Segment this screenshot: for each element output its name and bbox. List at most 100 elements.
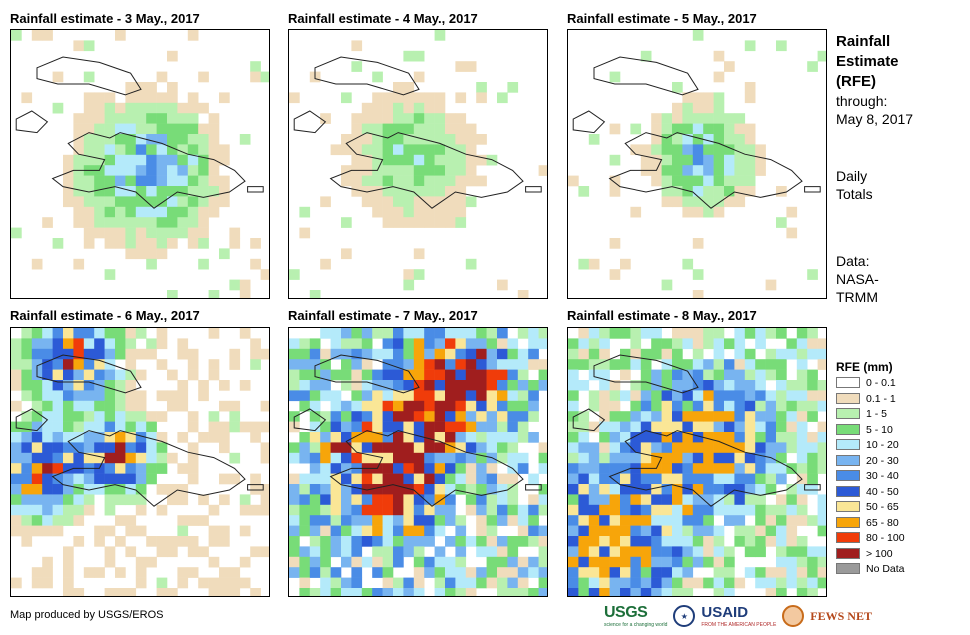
rainfall-cell (289, 525, 300, 537)
rainfall-cell (94, 206, 105, 218)
rainfall-cell (361, 338, 373, 350)
rainfall-cell (786, 206, 798, 218)
rainfall-cell (361, 102, 373, 114)
rainfall-cell (703, 338, 714, 350)
rainfall-cell (682, 442, 694, 454)
rainfall-cell (413, 154, 425, 166)
rainfall-cell (73, 504, 85, 516)
rainfall-cell (63, 369, 74, 381)
rainfall-cell (434, 577, 446, 589)
rainfall-cell (661, 369, 673, 381)
rainfall-cell (568, 504, 579, 516)
rainfall-cell (167, 186, 178, 197)
rainfall-cell (588, 442, 600, 454)
rainfall-cell (640, 567, 652, 578)
rainfall-cell (776, 442, 787, 454)
rainfall-cell (73, 515, 85, 526)
rainfall-cell (135, 556, 147, 568)
rainfall-cell (135, 206, 147, 218)
legend-label: 0.1 - 1 (866, 392, 896, 405)
rainfall-cell (208, 369, 220, 381)
rainfall-cell (413, 452, 425, 464)
rainfall-cell (434, 196, 446, 208)
rainfall-cell (351, 154, 363, 166)
rainfall-cell (713, 473, 725, 485)
rainfall-cell (734, 348, 746, 360)
rainfall-cell (568, 536, 579, 547)
rainfall-cell (393, 113, 404, 124)
rainfall-cell (455, 154, 467, 166)
rainfall-cell (796, 338, 808, 350)
rainfall-cell (146, 348, 157, 360)
rainfall-cell (445, 123, 456, 135)
rainfall-cell (651, 390, 662, 402)
rainfall-cell (424, 102, 435, 114)
rainfall-cell (361, 348, 373, 360)
rainfall-cell (31, 348, 43, 360)
rainfall-cell (146, 432, 157, 443)
rainfall-cell (455, 196, 467, 208)
rainfall-cell (351, 338, 363, 350)
rainfall-cell (393, 556, 404, 568)
rainfall-cell (455, 546, 467, 558)
rainfall-cell (620, 442, 631, 454)
rainfall-cell (755, 515, 766, 526)
rainfall-cell (424, 175, 435, 187)
rainfall-cell (372, 473, 383, 485)
coastline (15, 408, 49, 432)
rainfall-cell (651, 494, 662, 506)
rainfall-cell (661, 123, 673, 135)
rainfall-cell (115, 400, 126, 412)
legend-label: 30 - 40 (866, 470, 899, 482)
rainfall-cell (538, 463, 547, 474)
rainfall-cell (341, 536, 352, 547)
rainfall-cell (187, 123, 199, 135)
data-source-line1: NASA- (836, 271, 879, 287)
rainfall-cell (672, 196, 683, 208)
rainfall-cell (83, 134, 95, 145)
rainfall-cell (135, 165, 147, 176)
rainfall-cell (52, 452, 64, 464)
rainfall-cell (330, 400, 342, 412)
rainfall-cell (455, 536, 467, 547)
rainfall-cell (724, 196, 735, 208)
rainfall-cell (413, 50, 425, 62)
rainfall-cell (465, 473, 477, 485)
rainfall-cell (765, 421, 777, 433)
rainfall-cell (403, 92, 415, 104)
rainfall-cell (31, 577, 43, 589)
rainfall-cell (156, 390, 168, 402)
rainfall-cell (796, 546, 808, 558)
rainfall-cell (465, 494, 477, 506)
rainfall-cell (497, 348, 508, 360)
rainfall-cell (73, 421, 85, 433)
rainfall-cell (465, 421, 477, 433)
rainfall-cell (672, 123, 683, 135)
rainfall-cell (692, 206, 704, 218)
rainfall-cell (198, 186, 209, 197)
rainfall-cell (630, 484, 642, 495)
rainfall-grid-may8 (568, 328, 826, 596)
rainfall-cell (73, 258, 85, 270)
rainfall-cell (776, 40, 787, 52)
rainfall-cell (724, 165, 735, 176)
rainfall-cell (135, 473, 147, 485)
rainfall-cell (382, 369, 394, 381)
rainfall-cell (239, 494, 251, 506)
rainfall-cell (135, 248, 147, 260)
rainfall-cell (588, 328, 600, 339)
rainfall-cell (330, 463, 342, 474)
rainfall-cell (713, 102, 725, 114)
rainfall-cell (445, 556, 456, 568)
rainfall-cell (568, 556, 579, 568)
rainfall-cell (807, 515, 818, 526)
rainfall-cell (568, 567, 579, 578)
rainfall-cell (528, 473, 539, 485)
rainfall-cell (115, 380, 126, 391)
rainfall-cell (94, 113, 105, 124)
rainfall-cell (796, 452, 808, 464)
rainfall-cell (445, 186, 456, 197)
rainfall-cell (455, 473, 467, 485)
rainfall-cell (734, 400, 746, 412)
rainfall-cell (289, 442, 300, 454)
